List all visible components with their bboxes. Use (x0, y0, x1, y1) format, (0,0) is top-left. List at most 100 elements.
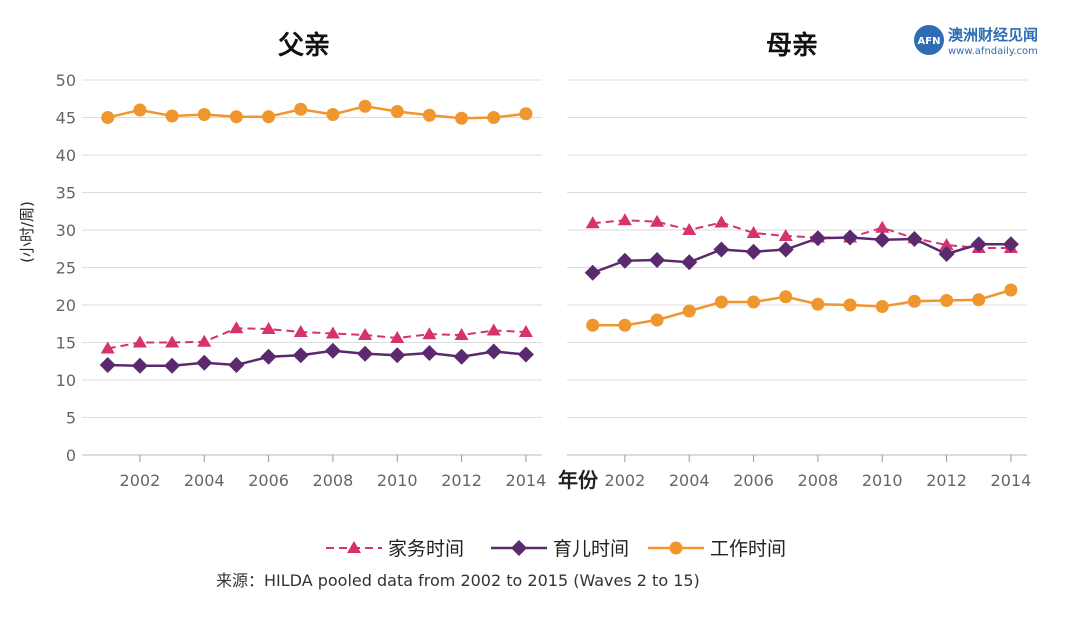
father-x-tick-2010: 2010 (377, 471, 418, 490)
afn-logo-url: www.afndaily.com (948, 46, 1038, 57)
mother-series (584, 213, 1019, 332)
mother-childcare-point-2011 (906, 231, 923, 247)
mother-grid (567, 79, 1027, 456)
father-household-point-2009 (358, 328, 373, 340)
father-household-point-2002 (132, 335, 147, 348)
mother-household-line (592, 219, 1011, 249)
mother-work-point-2006 (747, 295, 761, 309)
father-household-point-2012 (454, 328, 469, 340)
mother-household-point-2007 (778, 229, 793, 241)
father-work-point-2004 (197, 108, 211, 121)
legend-work-label: 工作时间 (710, 538, 786, 560)
father-childcare-point-2011 (421, 345, 438, 361)
father-work-point-2003 (165, 109, 179, 123)
mother-work-point-2011 (907, 294, 921, 308)
father-childcare-point-2004 (196, 354, 213, 371)
mother-work-point-2003 (650, 313, 664, 327)
father-childcare-point-2012 (453, 348, 470, 365)
father-y-tick-35: 35 (56, 184, 76, 203)
father-household-point-2001 (100, 341, 115, 354)
father-childcare-point-2005 (228, 357, 245, 373)
mother-x-tick-2004: 2004 (669, 471, 710, 490)
father-y-tick-15: 15 (56, 334, 76, 353)
father-work-point-2005 (229, 110, 243, 124)
father-x-tick-2002: 2002 (120, 471, 161, 490)
father-childcare-point-2002 (131, 357, 148, 374)
mother-x-tick-2012: 2012 (926, 471, 967, 490)
legend-household-marker (347, 541, 361, 553)
mother-household-point-2004 (682, 223, 697, 235)
mother-household-point-2006 (746, 226, 761, 238)
father-panel: 父亲 0 5 10 15 20 25 30 35 40 45 50 2002 2004 2006 2008… (56, 31, 547, 490)
father-work-point-2013 (487, 111, 501, 124)
mother-household-point-2005 (714, 215, 729, 228)
mother-work-point-2012 (940, 294, 954, 307)
father-childcare-point-2013 (485, 343, 502, 360)
father-childcare-point-2014 (517, 346, 534, 363)
father-y-tick-30: 30 (56, 221, 76, 240)
mother-household-point-2003 (650, 214, 665, 227)
mother-work-point-2005 (714, 295, 728, 309)
father-y-tick-45: 45 (56, 109, 76, 128)
afn-logo: AFN 澳洲财经见闻 www.afndaily.com (914, 25, 1038, 57)
mother-childcare-point-2014 (1002, 236, 1019, 253)
mother-work-point-2007 (779, 290, 793, 304)
afn-logo-name: 澳洲财经见闻 (948, 26, 1038, 44)
father-work-point-2012 (455, 111, 469, 125)
father-household-point-2008 (325, 326, 340, 339)
father-work-point-2006 (262, 110, 276, 124)
father-y-tick-50: 50 (56, 71, 76, 90)
mother-household-point-2012 (939, 238, 954, 250)
father-y-tick-25: 25 (56, 259, 76, 278)
father-childcare-point-2007 (292, 347, 309, 364)
mother-childcare-point-2002 (616, 252, 633, 269)
legend-household-label: 家务时间 (388, 538, 464, 560)
father-household-point-2013 (486, 323, 501, 336)
afn-logo-badge (914, 25, 944, 55)
mother-work-point-2010 (875, 300, 889, 313)
mother-household-point-2001 (585, 216, 600, 229)
mother-childcare-point-2013 (970, 236, 987, 253)
mother-work-point-2009 (843, 298, 857, 312)
x-axis-label: 年份 (558, 468, 599, 492)
mother-childcare-point-2006 (745, 243, 762, 260)
mother-x-tick-2010: 2010 (862, 471, 903, 490)
afn-logo-badge-text: AFN (918, 36, 941, 47)
mother-x-tick-2014: 2014 (991, 471, 1032, 490)
mother-childcare-point-2004 (681, 254, 698, 271)
father-childcare-point-2003 (164, 357, 181, 374)
father-household-point-2006 (261, 322, 276, 334)
father-y-tick-5: 5 (66, 409, 76, 428)
father-childcare-point-2008 (324, 342, 341, 359)
father-household-point-2007 (293, 325, 308, 337)
father-x-tick-2014: 2014 (506, 471, 547, 490)
mother-panel: 母亲 2002 2004 2006 2008 2010 2012 2014 (567, 31, 1031, 490)
mother-work-point-2008 (811, 297, 825, 311)
father-household-point-2014 (518, 325, 533, 337)
mother-childcare-point-2009 (842, 229, 859, 246)
father-y-tick-10: 10 (56, 371, 76, 390)
father-x-tick-2008: 2008 (313, 471, 354, 490)
father-y-tick-20: 20 (56, 296, 76, 315)
mother-childcare-point-2012 (938, 246, 955, 262)
father-work-point-2001 (101, 111, 115, 124)
mother-childcare-point-2003 (649, 252, 666, 268)
father-childcare-point-2001 (99, 357, 116, 373)
father-childcare-point-2009 (357, 345, 374, 362)
father-x-axis: 2002 2004 2006 2008 2010 2012 2014 (120, 455, 547, 490)
father-work-point-2008 (326, 108, 340, 121)
mother-panel-title: 母亲 (766, 31, 818, 61)
mother-childcare-point-2010 (874, 231, 891, 248)
mother-childcare-point-2008 (809, 230, 826, 247)
father-household-point-2005 (229, 321, 244, 334)
father-y-axis: 0 5 10 15 20 25 30 35 40 45 50 (56, 71, 76, 465)
mother-work-point-2004 (682, 304, 696, 318)
mother-household-point-2002 (617, 213, 632, 226)
father-household-point-2010 (390, 331, 405, 343)
father-y-tick-0: 0 (66, 446, 76, 465)
father-household-point-2004 (197, 334, 212, 347)
mother-x-tick-2002: 2002 (605, 471, 646, 490)
father-childcare-point-2006 (260, 348, 277, 365)
father-series (99, 99, 534, 374)
